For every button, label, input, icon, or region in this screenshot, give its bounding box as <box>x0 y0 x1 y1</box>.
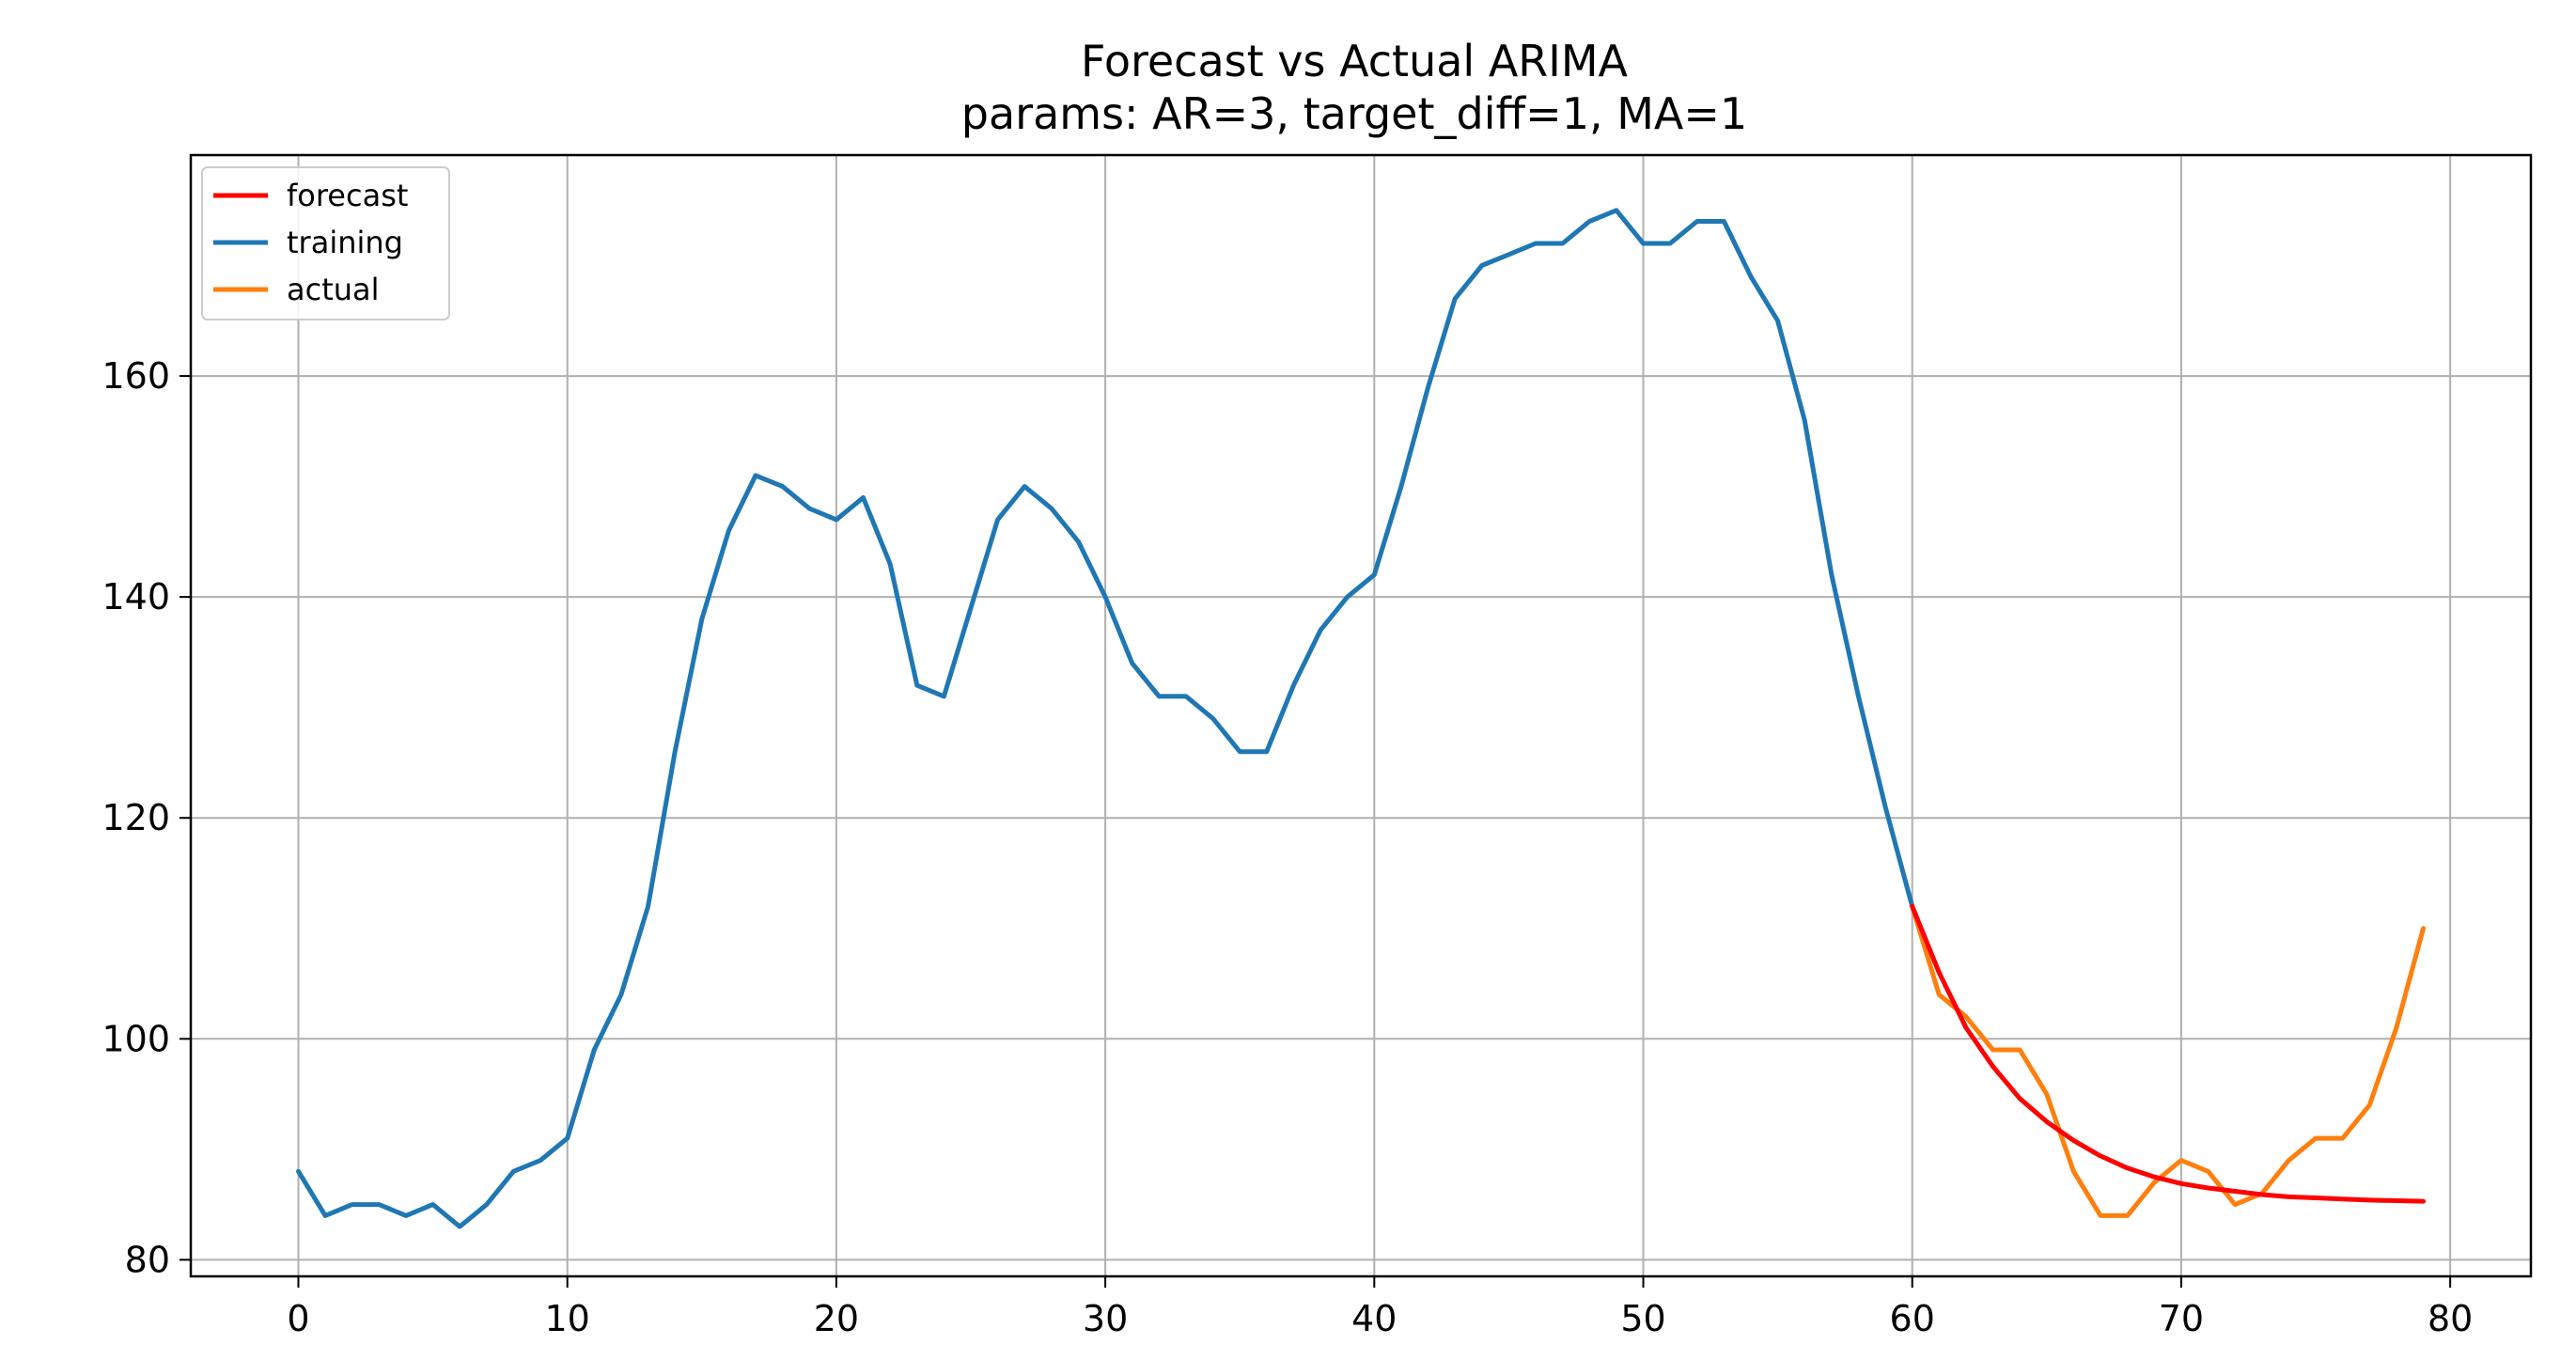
y-tick-label: 140 <box>101 576 170 617</box>
legend-label-forecast: forecast <box>287 178 408 213</box>
series-line-forecast <box>1910 903 2426 1204</box>
y-tick-label: 100 <box>101 1018 170 1059</box>
chart-subtitle: params: AR=3, target_diff=1, MA=1 <box>961 88 1747 139</box>
y-tick-label: 80 <box>125 1239 170 1280</box>
series-layer <box>296 208 2426 1229</box>
grid-layer <box>191 155 2531 1276</box>
x-tick-label: 80 <box>2428 1298 2473 1339</box>
legend-label-actual: actual <box>287 272 380 307</box>
y-tick-label: 120 <box>101 797 170 838</box>
legend: forecast training actual <box>201 166 450 320</box>
x-tick-label: 30 <box>1083 1298 1128 1339</box>
x-tick-label: 70 <box>2159 1298 2204 1339</box>
plot-frame <box>189 153 2533 1278</box>
y-tick-label: 160 <box>101 355 170 397</box>
series-line-training <box>296 208 1915 1229</box>
x-tick-label: 10 <box>545 1298 590 1339</box>
x-tick-label: 20 <box>814 1298 859 1339</box>
x-tick-label: 50 <box>1620 1298 1665 1339</box>
x-tick-label: 40 <box>1351 1298 1397 1339</box>
tick-layer: 0 10 20 30 40 50 60 70 80 80 100 120 140 160 <box>101 355 2473 1339</box>
chart-title: Forecast vs Actual ARIMA <box>1081 36 1628 86</box>
x-tick-label: 0 <box>287 1298 309 1339</box>
series-line-actual <box>1910 903 2426 1218</box>
legend-label-training: training <box>287 225 403 260</box>
legend-box <box>201 166 450 320</box>
x-tick-label: 60 <box>1890 1298 1935 1339</box>
